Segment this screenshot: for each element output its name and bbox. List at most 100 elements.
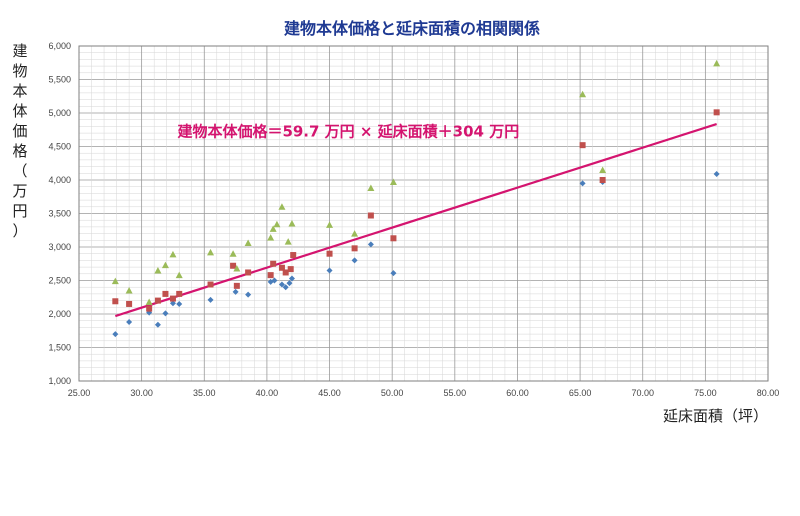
data-point-square [713,109,720,116]
grid [78,45,769,382]
x-tick-label: 45.00 [318,388,341,398]
data-point-triangle [244,239,252,246]
data-point-square [287,266,294,273]
x-tick-label: 60.00 [506,388,529,398]
data-point-square [245,269,252,276]
data-point-triangle [154,266,162,274]
data-point-square [351,245,358,252]
data-point-diamond [154,321,161,328]
data-point-triangle [326,221,334,228]
trendline [114,122,717,318]
data-point-diamond [162,310,169,317]
data-point-diamond [282,284,289,291]
data-point-square [599,177,606,183]
data-point-triangle [267,234,275,241]
data-point-triangle [125,287,133,294]
y-axis-label-char: 本 [12,82,27,100]
data-point-square [282,269,289,276]
data-point-diamond [367,241,374,248]
y-tick-label: 5,000 [48,108,71,118]
data-point-triangle [284,238,292,245]
data-point-diamond [126,319,133,326]
data-point-diamond [271,277,278,284]
trendline-group [114,122,717,318]
x-tick-label: 65.00 [569,388,592,398]
x-tick-label: 55.00 [444,388,467,398]
data-point-square [112,298,119,305]
data-point-triangle [713,59,721,67]
y-axis-label-char: 万 [12,182,27,200]
data-point-square [207,281,214,288]
x-tick-label: 25.00 [68,388,91,398]
y-tick-label: 5,500 [48,75,71,85]
y-axis-label-char: 格 [12,142,27,160]
y-tick-label: 2,500 [48,276,71,286]
data-point-triangle [288,220,296,227]
y-tick-label: 3,000 [48,242,71,252]
y-tick-label: 4,000 [48,175,71,185]
data-point-triangle [273,220,281,228]
data-point-square [267,272,274,279]
data-point-triangle [351,230,359,237]
data-point-triangle [207,248,215,256]
data-point-diamond [207,296,214,303]
data-point-triangle [111,277,119,285]
y-axis-label-char: 円 [12,202,27,220]
data-point-triangle [599,166,607,173]
y-axis-label-char: 建 [12,42,27,60]
y-axis-label: 建物本体価格 （ 万円 ） [12,42,27,240]
data-point-triangle [175,271,183,279]
data-point-diamond [286,280,293,287]
data-point-diamond [112,331,119,338]
data-point-square [367,212,374,219]
y-axis-label-char: 物 [12,62,27,80]
data-point-square [278,264,285,271]
y-tick-label: 1,500 [48,343,71,353]
data-point-square [230,262,237,269]
y-axis-label-char: ） [12,222,27,240]
data-point-triangle [278,203,286,210]
data-point-diamond [390,270,397,277]
data-point-diamond [326,267,333,274]
data-point-square [579,142,586,149]
data-point-triangle [269,225,277,232]
chart-title: 建物本体価格と延床面積の相関関係 [284,19,540,38]
regression-formula: 建物本体価格＝59.7 万円 × 延床面積＋304 万円 [177,122,519,140]
data-point-triangle [579,90,587,98]
y-tick-label: 1,000 [48,376,71,386]
x-tick-label: 40.00 [256,388,279,398]
data-point-square [390,235,397,242]
data-point-triangle [145,298,153,305]
data-point-triangle [233,264,241,272]
data-point-square [169,295,176,302]
y-axis-label-char: 価 [12,122,27,140]
data-point-diamond [169,300,176,307]
data-point-diamond [245,291,252,298]
data-point-diamond [176,300,183,307]
data-point-square [290,252,297,259]
data-point-square [326,250,333,257]
data-point-triangle [229,250,237,257]
data-point-square [233,282,240,289]
x-tick-label: 35.00 [193,388,216,398]
data-point-triangle [161,261,169,269]
y-tick-label: 6,000 [48,41,71,51]
y-tick-label: 3,500 [48,209,71,219]
x-tick-label: 30.00 [130,388,153,398]
data-point-triangle [389,178,397,186]
y-axis-label-char: 体 [12,102,27,120]
data-point-diamond [351,257,358,264]
x-tick-label: 50.00 [381,388,404,398]
x-tick-label: 70.00 [631,388,654,398]
tick-labels: 1,000 1,500 2,000 2,500 3,000 3,500 4,000 4,500… [48,41,779,398]
data-point-square [176,290,183,297]
data-point-square [146,305,153,312]
y-tick-label: 4,500 [48,142,71,152]
data-point-square [270,260,277,267]
data-point-triangle [367,184,375,192]
data-point-square [126,300,133,307]
data-point-diamond [713,170,720,177]
x-axis-label: 延床面積（坪） [663,407,768,425]
